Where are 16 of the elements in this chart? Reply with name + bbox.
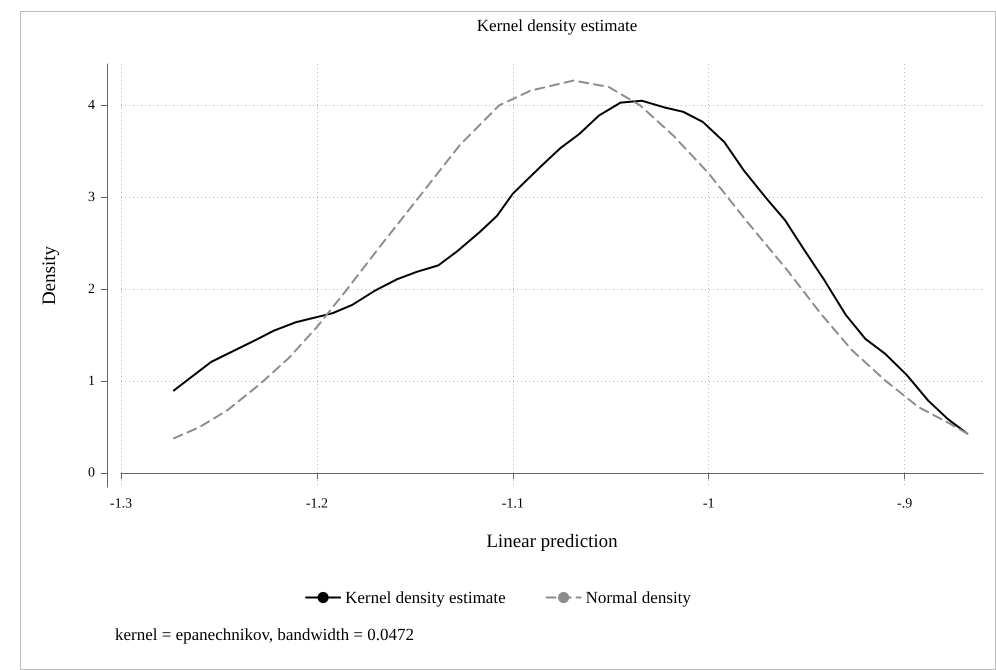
x-tick-label: -1.2 (306, 496, 328, 512)
y-tick-label: 2 (88, 282, 95, 297)
x-tick-label: -.9 (897, 496, 912, 512)
text: kernel = epanechnikov, bandwidth = 0.0472 (115, 625, 414, 644)
y-tick-label: 0 (88, 466, 95, 481)
x-axis-title: Linear prediction (486, 531, 618, 552)
x-tick-label: -1.3 (110, 496, 132, 512)
x-tick-label: -1 (702, 496, 715, 512)
y-tick-label: 1 (88, 374, 95, 389)
y-tick-label: 3 (88, 190, 95, 205)
legend-label: Normal density (586, 588, 692, 607)
legend-label: Kernel density estimate (345, 588, 506, 607)
y-tick-label: 4 (88, 98, 95, 113)
y-axis-title: Density (39, 245, 60, 306)
chart-title: Kernel density estimate (476, 16, 638, 35)
x-tick-label: -1.1 (502, 496, 524, 512)
